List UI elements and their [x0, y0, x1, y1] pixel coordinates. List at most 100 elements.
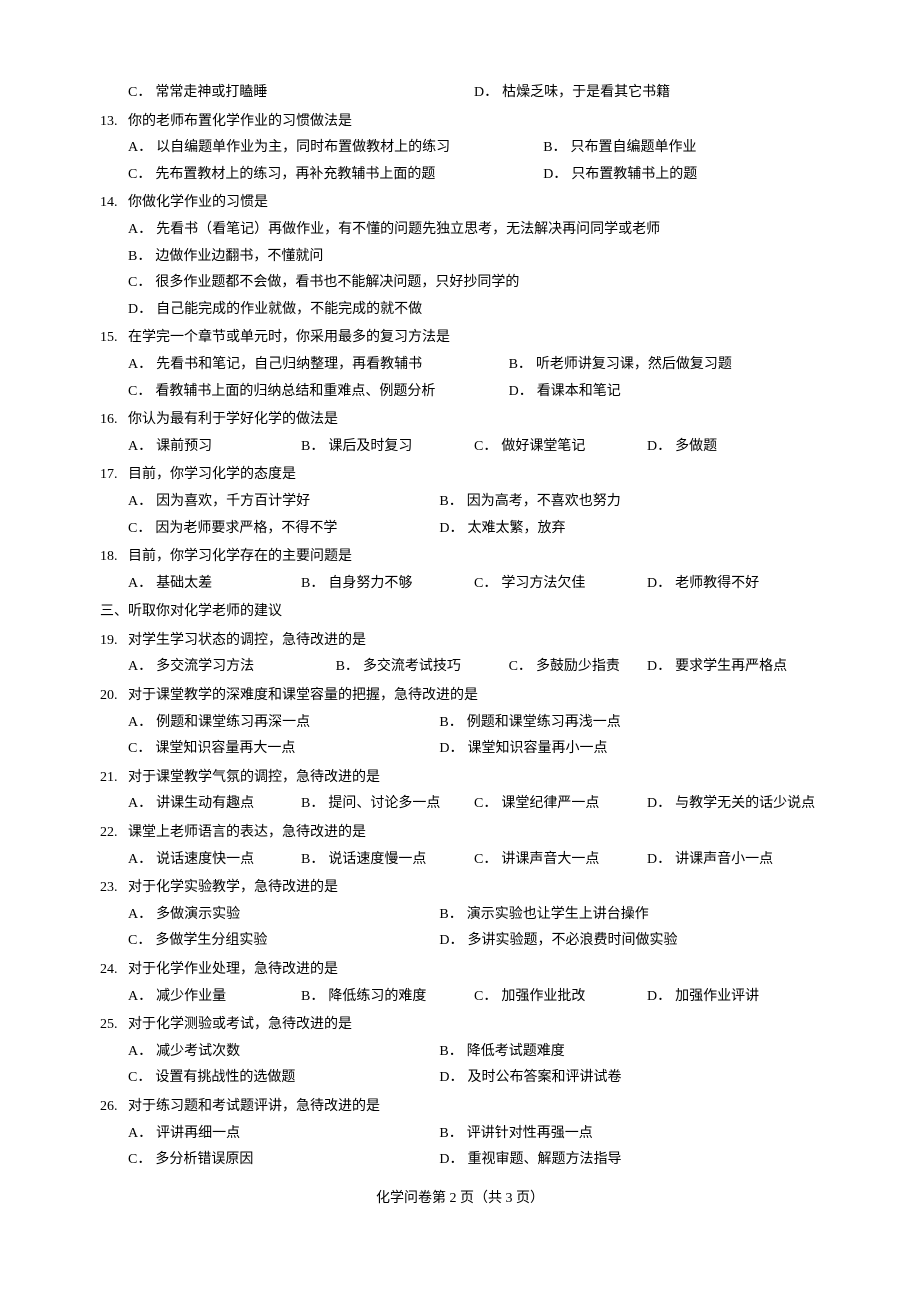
- option-text: 因为喜欢，千方百计学好: [156, 489, 310, 516]
- option-label: D．: [647, 571, 671, 598]
- option-label: C．: [128, 270, 151, 297]
- question-text: 在学完一个章节或单元时，你采用最多的复习方法是: [128, 325, 820, 352]
- option-text: 课堂纪律严一点: [501, 791, 599, 818]
- question-text: 对于化学测验或考试，急待改进的是: [128, 1012, 820, 1039]
- options: A． 减少考试次数 B． 降低考试题难度 C． 设置有挑战性的选做题 D． 及时…: [100, 1039, 820, 1092]
- option-row: A． 例题和课堂练习再深一点 B． 例题和课堂练习再浅一点: [128, 710, 820, 737]
- question-number: 14.: [100, 190, 128, 217]
- option-c: C． 因为老师要求严格，不得不学: [128, 516, 439, 543]
- option-text: 先看书（看笔记）再做作业，有不懂的问题先独立思考，无法解决再问同学或老师: [156, 217, 660, 244]
- option-label: B．: [301, 847, 324, 874]
- option-text: 讲课生动有趣点: [156, 791, 254, 818]
- question-stem: 23. 对于化学实验教学，急待改进的是: [100, 875, 820, 902]
- option-c: C． 设置有挑战性的选做题: [128, 1065, 439, 1092]
- option-label: A．: [128, 1039, 152, 1066]
- option-label: A．: [128, 654, 152, 681]
- option-d: D． 多做题: [647, 434, 820, 461]
- question-14: 14. 你做化学作业的习惯是 A． 先看书（看笔记）再做作业，有不懂的问题先独立…: [100, 190, 820, 323]
- option-row: A． 说话速度快一点 B． 说话速度慢一点 C． 讲课声音大一点 D． 讲课声音…: [128, 847, 820, 874]
- option-label: B．: [439, 1039, 462, 1066]
- question-text: 你认为最有利于学好化学的做法是: [128, 407, 820, 434]
- question-stem: 22. 课堂上老师语言的表达，急待改进的是: [100, 820, 820, 847]
- option-label: C．: [128, 379, 151, 406]
- option-text: 及时公布答案和评讲试卷: [468, 1065, 622, 1092]
- options: A． 讲课生动有趣点 B． 提问、讨论多一点 C． 课堂纪律严一点 D． 与教学…: [100, 791, 820, 818]
- section-3-title: 三、听取你对化学老师的建议: [100, 599, 820, 626]
- question-stem: 26. 对于练习题和考试题评讲，急待改进的是: [100, 1094, 820, 1121]
- question-stem: 13. 你的老师布置化学作业的习惯做法是: [100, 109, 820, 136]
- option-text: 枯燥乏味，于是看其它书籍: [502, 80, 670, 107]
- option-label: C．: [128, 1065, 151, 1092]
- question-number: 25.: [100, 1012, 128, 1039]
- option-b: B． 听老师讲复习课，然后做复习题: [509, 352, 820, 379]
- option-text: 讲课声音大一点: [501, 847, 599, 874]
- option-label: B．: [439, 710, 462, 737]
- option-d: D． 只布置教辅书上的题: [543, 162, 820, 189]
- option-label: D．: [543, 162, 567, 189]
- question-16: 16. 你认为最有利于学好化学的做法是 A． 课前预习 B． 课后及时复习 C．…: [100, 407, 820, 460]
- question-text: 对学生学习状态的调控，急待改进的是: [128, 628, 820, 655]
- option-text: 听老师讲复习课，然后做复习题: [536, 352, 732, 379]
- option-c: C． 课堂知识容量再大一点: [128, 736, 439, 763]
- option-text: 多做演示实验: [156, 902, 240, 929]
- option-b: B． 边做作业边翻书，不懂就问: [128, 244, 820, 271]
- question-21: 21. 对于课堂教学气氛的调控，急待改进的是 A． 讲课生动有趣点 B． 提问、…: [100, 765, 820, 818]
- option-d: D． 枯燥乏味，于是看其它书籍: [474, 80, 820, 107]
- option-row: A． 以自编题单作业为主，同时布置做教材上的练习 B． 只布置自编题单作业: [128, 135, 820, 162]
- question-text: 对于课堂教学的深难度和课堂容量的把握，急待改进的是: [128, 683, 820, 710]
- option-text: 边做作业边翻书，不懂就问: [155, 244, 323, 271]
- option-text: 多分析错误原因: [155, 1147, 253, 1174]
- option-c: C． 讲课声音大一点: [474, 847, 647, 874]
- option-text: 讲课声音小一点: [675, 847, 773, 874]
- question-12-tail: C． 常常走神或打瞌睡 D． 枯燥乏味，于是看其它书籍: [100, 80, 820, 107]
- question-stem: 17. 目前，你学习化学的态度是: [100, 462, 820, 489]
- option-a: A． 多交流学习方法: [128, 654, 336, 681]
- question-19: 19. 对学生学习状态的调控，急待改进的是 A． 多交流学习方法 B． 多交流考…: [100, 628, 820, 681]
- option-d: D． 加强作业评讲: [647, 984, 820, 1011]
- option-row: A． 先看书（看笔记）再做作业，有不懂的问题先独立思考，无法解决再问同学或老师: [128, 217, 820, 244]
- option-b: B． 只布置自编题单作业: [543, 135, 820, 162]
- option-c: C． 多分析错误原因: [128, 1147, 439, 1174]
- question-stem: 24. 对于化学作业处理，急待改进的是: [100, 957, 820, 984]
- option-text: 看教辅书上面的归纳总结和重难点、例题分析: [155, 379, 435, 406]
- question-stem: 14. 你做化学作业的习惯是: [100, 190, 820, 217]
- option-text: 减少考试次数: [156, 1039, 240, 1066]
- option-text: 自身努力不够: [328, 571, 412, 598]
- option-label: C．: [128, 736, 151, 763]
- question-17: 17. 目前，你学习化学的态度是 A． 因为喜欢，千方百计学好 B． 因为高考，…: [100, 462, 820, 542]
- question-number: 26.: [100, 1094, 128, 1121]
- option-row: D． 自己能完成的作业就做，不能完成的就不做: [128, 297, 820, 324]
- question-number: 16.: [100, 407, 128, 434]
- option-label: D．: [474, 80, 498, 107]
- option-text: 做好课堂笔记: [501, 434, 585, 461]
- option-label: D．: [647, 791, 671, 818]
- option-row: A． 基础太差 B． 自身努力不够 C． 学习方法欠佳 D． 老师教得不好: [128, 571, 820, 598]
- option-text: 看课本和笔记: [537, 379, 621, 406]
- option-d: D． 要求学生再严格点: [647, 654, 820, 681]
- option-row: A． 多交流学习方法 B． 多交流考试技巧 C． 多鼓励少指责 D． 要求学生再…: [128, 654, 820, 681]
- option-label: C．: [474, 984, 497, 1011]
- option-text: 以自编题单作业为主，同时布置做教材上的练习: [156, 135, 450, 162]
- option-row: C． 看教辅书上面的归纳总结和重难点、例题分析 D． 看课本和笔记: [128, 379, 820, 406]
- option-text: 设置有挑战性的选做题: [155, 1065, 295, 1092]
- option-text: 很多作业题都不会做，看书也不能解决问题，只好抄同学的: [155, 270, 519, 297]
- options: A． 先看书和笔记，自己归纳整理，再看教辅书 B． 听老师讲复习课，然后做复习题…: [100, 352, 820, 405]
- option-row: A． 多做演示实验 B． 演示实验也让学生上讲台操作: [128, 902, 820, 929]
- option-label: B．: [301, 791, 324, 818]
- question-15: 15. 在学完一个章节或单元时，你采用最多的复习方法是 A． 先看书和笔记，自己…: [100, 325, 820, 405]
- option-label: A．: [128, 847, 152, 874]
- option-label: B．: [439, 1121, 462, 1148]
- option-row: A． 减少考试次数 B． 降低考试题难度: [128, 1039, 820, 1066]
- option-c: C． 多做学生分组实验: [128, 928, 439, 955]
- question-stem: 25. 对于化学测验或考试，急待改进的是: [100, 1012, 820, 1039]
- question-number: 17.: [100, 462, 128, 489]
- option-text: 多交流学习方法: [156, 654, 254, 681]
- option-text: 基础太差: [156, 571, 212, 598]
- option-a: A． 课前预习: [128, 434, 301, 461]
- option-label: B．: [509, 352, 532, 379]
- option-label: B．: [301, 571, 324, 598]
- option-a: A． 评讲再细一点: [128, 1121, 439, 1148]
- option-label: C．: [474, 571, 497, 598]
- option-text: 降低练习的难度: [328, 984, 426, 1011]
- question-number: 18.: [100, 544, 128, 571]
